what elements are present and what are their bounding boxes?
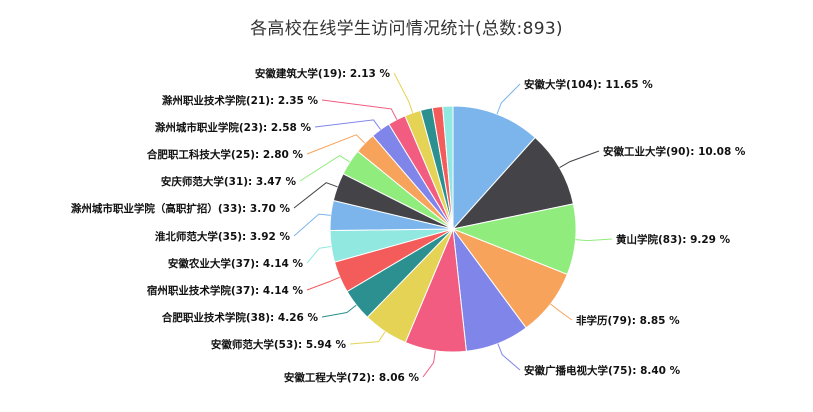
connector-line — [306, 276, 340, 291]
slice-label: 安徽农业大学(37): 4.14 % — [168, 257, 304, 270]
slice-label: 滁州职业技术学院(21): 2.35 % — [162, 94, 319, 107]
slice-label: 滁州城市职业学院(23): 2.58 % — [155, 121, 312, 134]
connector-line — [293, 213, 331, 237]
chart-title: 各高校在线学生访问情况统计(总数:893) — [250, 19, 563, 39]
connector-line — [422, 350, 436, 378]
slice-label: 安徽工程大学(72): 8.06 % — [284, 371, 420, 384]
slice-label: 淮北师范大学(35): 3.92 % — [155, 230, 291, 243]
slice-label: 安徽大学(104): 11.65 % — [524, 78, 653, 91]
connector-line — [306, 246, 332, 264]
slice-label: 滁州城市职业学院（高职扩招）(33): 3.70 % — [71, 202, 291, 215]
connector-line — [314, 119, 382, 130]
connector-line — [349, 331, 386, 345]
slice-label: 黄山学院(83): 9.29 % — [616, 233, 731, 246]
slice-label: 安徽广播电视大学(75): 8.40 % — [524, 364, 681, 377]
connector-line — [321, 99, 398, 120]
slice-label: 合肥职工科技大学(25): 2.80 % — [146, 148, 304, 161]
pie-slice[interactable] — [452, 105, 536, 231]
slice-label: 宿州职业技术学院(37): 4.14 % — [147, 284, 304, 297]
connector-line — [575, 238, 613, 242]
connector-line — [299, 155, 351, 182]
connector-line — [393, 72, 414, 113]
connector-line — [559, 150, 600, 169]
connector-line — [293, 182, 338, 209]
connector-line — [306, 134, 366, 155]
connector-line — [550, 303, 573, 321]
slice-label: 非学历(79): 8.85 % — [576, 314, 680, 327]
connector-line — [497, 343, 521, 371]
connector-line — [496, 83, 521, 115]
slice-label: 安庆师范大学(31): 3.47 % — [161, 175, 297, 188]
connector-line — [321, 304, 357, 318]
pie-slice[interactable] — [442, 105, 454, 230]
slice-label: 合肥职业技术学院(38): 4.26 % — [161, 311, 319, 324]
slice-label: 安徽工业大学(90): 10.08 % — [603, 145, 746, 158]
slice-label: 安徽建筑大学(19): 2.13 % — [255, 67, 391, 80]
pie-slice[interactable] — [451, 136, 574, 230]
slice-label: 安徽师范大学(53): 5.94 % — [211, 338, 347, 351]
